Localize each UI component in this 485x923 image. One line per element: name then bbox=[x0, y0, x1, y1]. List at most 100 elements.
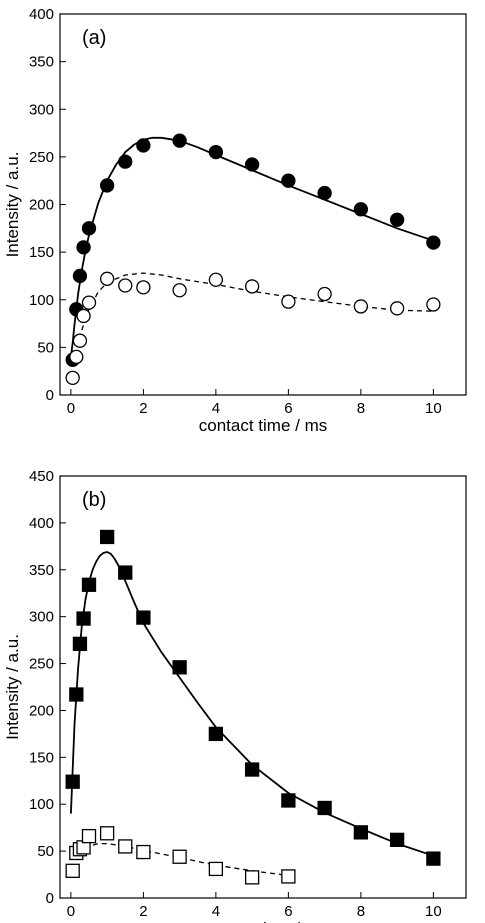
x-axis-label: contact time / ms bbox=[199, 416, 327, 435]
y-tick-label: 200 bbox=[29, 702, 54, 719]
x-tick-label: 6 bbox=[284, 400, 292, 417]
data-point bbox=[317, 286, 332, 302]
data-point bbox=[281, 173, 296, 188]
data-point bbox=[118, 278, 133, 293]
x-tick-label: 8 bbox=[357, 400, 365, 417]
data-point bbox=[353, 825, 369, 840]
panel-label: (a) bbox=[82, 27, 106, 49]
chart-panel-b: 0246810050100150200250300350400450contac… bbox=[3, 468, 467, 923]
x-tick-label: 10 bbox=[425, 903, 442, 920]
data-point bbox=[81, 577, 97, 592]
y-tick-label: 250 bbox=[29, 149, 54, 166]
data-point bbox=[65, 774, 80, 789]
data-point bbox=[136, 138, 151, 153]
panel-label: (b) bbox=[82, 489, 106, 511]
x-tick-label: 0 bbox=[67, 400, 75, 417]
data-point bbox=[72, 333, 88, 348]
y-tick-label: 150 bbox=[29, 749, 54, 766]
data-point bbox=[389, 212, 405, 227]
series-filled-squares bbox=[65, 529, 441, 866]
y-axis-label: Intensity / a.u. bbox=[3, 152, 22, 258]
data-point bbox=[118, 154, 133, 169]
data-point bbox=[208, 144, 224, 160]
data-point bbox=[81, 221, 97, 236]
data-point bbox=[76, 308, 91, 324]
x-tick-label: 4 bbox=[212, 903, 220, 920]
data-point bbox=[172, 849, 187, 864]
y-tick-label: 50 bbox=[37, 843, 54, 860]
data-point bbox=[317, 800, 332, 816]
x-axis-label: contact time / ms bbox=[199, 919, 327, 923]
data-point bbox=[281, 793, 296, 808]
data-point bbox=[208, 726, 224, 742]
data-point bbox=[317, 185, 332, 201]
fit-curve-solid bbox=[70, 551, 434, 857]
plot-frame bbox=[59, 475, 467, 899]
y-tick-label: 400 bbox=[29, 515, 54, 532]
data-point bbox=[353, 202, 369, 217]
y-tick-label: 150 bbox=[29, 244, 54, 261]
data-point bbox=[81, 828, 97, 844]
data-point bbox=[244, 762, 260, 777]
plot-frame bbox=[59, 13, 467, 396]
data-point bbox=[69, 687, 84, 702]
data-point bbox=[281, 294, 296, 309]
fit-curve-dashed bbox=[81, 272, 434, 331]
y-tick-label: 350 bbox=[29, 54, 54, 71]
data-point bbox=[118, 565, 133, 580]
y-tick-label: 350 bbox=[29, 562, 54, 579]
data-point bbox=[281, 869, 296, 884]
data-point bbox=[208, 272, 224, 287]
y-tick-label: 250 bbox=[29, 656, 54, 673]
data-point bbox=[244, 157, 260, 172]
data-point bbox=[353, 299, 369, 314]
y-axis-label: Intensity / a.u. bbox=[3, 634, 22, 740]
x-tick-label: 8 bbox=[357, 903, 365, 920]
data-point bbox=[81, 295, 97, 310]
data-point bbox=[69, 349, 84, 365]
y-tick-label: 300 bbox=[29, 101, 54, 118]
data-point bbox=[99, 178, 115, 193]
data-point bbox=[426, 851, 441, 866]
fit-curve-dashed bbox=[77, 842, 289, 877]
data-point bbox=[76, 611, 91, 626]
y-tick-label: 100 bbox=[29, 796, 54, 813]
data-point bbox=[389, 301, 405, 316]
y-tick-label: 400 bbox=[29, 6, 54, 23]
x-tick-label: 6 bbox=[284, 903, 292, 920]
y-tick-label: 450 bbox=[29, 468, 54, 485]
data-point bbox=[136, 280, 151, 295]
x-tick-label: 2 bbox=[139, 400, 147, 417]
data-point bbox=[65, 370, 80, 386]
data-point bbox=[426, 297, 441, 312]
data-point bbox=[99, 529, 115, 545]
x-tick-label: 4 bbox=[212, 400, 220, 417]
data-point bbox=[244, 279, 260, 294]
y-tick-label: 50 bbox=[37, 339, 54, 356]
series-filled-circles bbox=[65, 133, 441, 367]
data-point bbox=[72, 268, 88, 284]
y-tick-label: 0 bbox=[46, 890, 54, 907]
data-point bbox=[72, 636, 88, 652]
x-tick-label: 10 bbox=[425, 400, 442, 417]
data-point bbox=[76, 240, 91, 255]
data-point bbox=[99, 271, 115, 286]
y-tick-label: 100 bbox=[29, 292, 54, 309]
data-point bbox=[136, 610, 151, 625]
data-point bbox=[172, 660, 187, 675]
y-tick-label: 0 bbox=[46, 387, 54, 404]
x-tick-label: 0 bbox=[67, 903, 75, 920]
data-point bbox=[172, 283, 187, 298]
data-point bbox=[208, 861, 224, 877]
data-point bbox=[172, 133, 187, 148]
data-point bbox=[99, 826, 115, 841]
data-point bbox=[426, 235, 441, 250]
series-open-squares bbox=[65, 826, 296, 885]
data-point bbox=[389, 832, 405, 848]
data-point bbox=[244, 870, 260, 885]
y-tick-label: 200 bbox=[29, 197, 54, 214]
data-point bbox=[136, 844, 151, 860]
series-open-circles bbox=[65, 271, 441, 386]
